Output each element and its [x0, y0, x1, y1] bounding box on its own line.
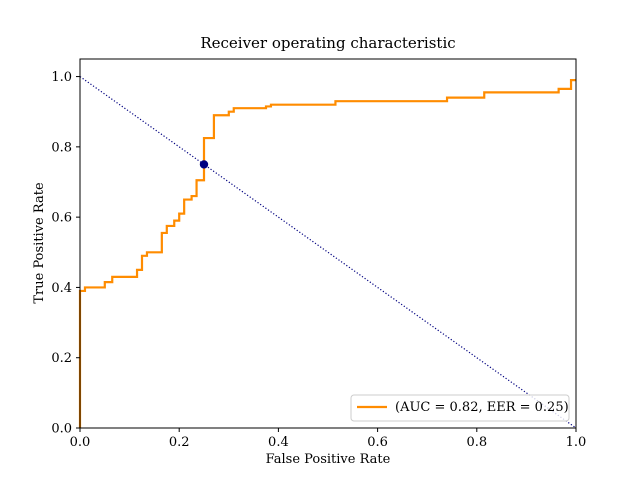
- legend: (AUC = 0.82, EER = 0.25): [350, 394, 570, 422]
- y-axis: 0.0 0.2 0.4 0.6 0.8 1.0: [51, 70, 80, 437]
- series-diagonal-line: [79, 76, 577, 429]
- chart-title: Receiver operating characteristic: [200, 34, 455, 52]
- x-tick-label: 1.0: [566, 435, 587, 450]
- x-tick-label: 0.4: [268, 435, 289, 450]
- legend-box: [350, 394, 570, 422]
- y-axis-label: True Positive Rate: [32, 182, 47, 304]
- plot-area: [78, 76, 577, 429]
- y-tick-label: 0.2: [51, 351, 72, 366]
- axes-frame: [79, 58, 577, 429]
- y-tick-label: 0.4: [51, 281, 72, 296]
- x-tick-label: 0.2: [169, 435, 190, 450]
- y-tick-label: 0.6: [51, 211, 72, 226]
- x-axis-label: False Positive Rate: [266, 452, 391, 467]
- y-tick-label: 1.0: [51, 70, 72, 85]
- legend-label-roc: (AUC = 0.82, EER = 0.25): [395, 400, 569, 415]
- x-tick-label: 0.6: [367, 435, 388, 450]
- eer-point-marker: [199, 160, 209, 169]
- series-roc-curve-line: [78, 78, 576, 428]
- y-tick-label: 0.8: [51, 140, 72, 155]
- x-tick-label: 0.8: [466, 435, 487, 450]
- x-tick-label: 0.0: [70, 435, 91, 450]
- x-axis: 0.0 0.2 0.4 0.6 0.8 1.0: [70, 428, 587, 450]
- y-tick-label: 0.0: [51, 422, 72, 437]
